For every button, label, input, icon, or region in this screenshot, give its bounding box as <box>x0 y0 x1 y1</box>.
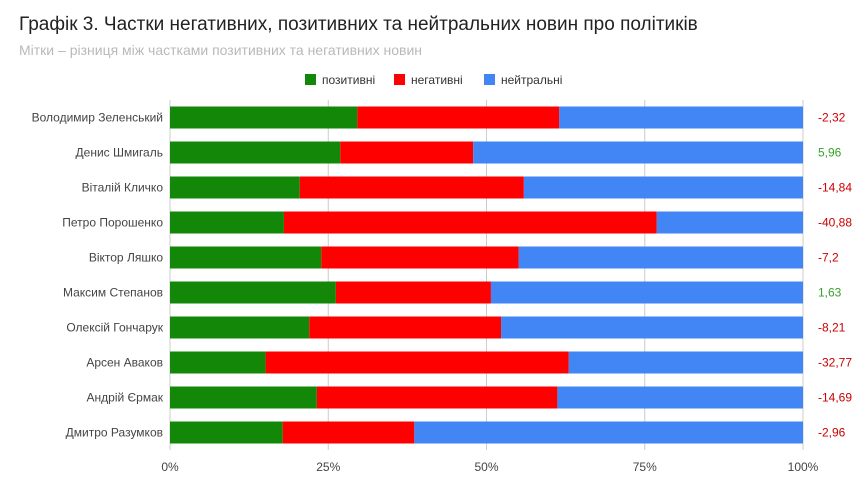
chart-subtitle: Мітки – різниця між частками позитивних … <box>19 42 422 58</box>
bar-segment <box>340 141 474 164</box>
legend-label: позитивні <box>322 73 375 87</box>
bar-segment <box>568 351 803 374</box>
bars <box>170 106 803 444</box>
data-label: -32,77 <box>818 356 852 370</box>
bar-segment <box>170 106 358 129</box>
legend-swatch <box>305 74 316 85</box>
x-tick-label: 100% <box>788 460 819 474</box>
legend-swatch <box>394 74 405 85</box>
data-label: -14,69 <box>818 391 852 405</box>
category-label: Арсен Аваков <box>86 356 163 370</box>
category-label: Дмитро Разумков <box>66 426 163 440</box>
category-label: Андрій Єрмак <box>87 391 164 405</box>
bar-segment <box>170 281 336 304</box>
x-tick-label: 25% <box>316 460 340 474</box>
bar-segment <box>265 351 569 374</box>
bar-segment <box>170 351 266 374</box>
bar-segment <box>335 281 491 304</box>
bar-segment <box>656 211 803 234</box>
x-tick-label: 50% <box>474 460 498 474</box>
bar-segment <box>170 421 283 444</box>
data-label: -14,84 <box>818 181 852 195</box>
bar-segment <box>518 246 803 269</box>
chart-title: Графік 3. Частки негативних, позитивних … <box>19 14 698 35</box>
bar-segment <box>170 141 341 164</box>
legend-swatch <box>484 74 495 85</box>
data-label: -2,96 <box>818 426 846 440</box>
bar-segment <box>170 316 310 339</box>
category-label: Віталій Кличко <box>82 181 164 195</box>
bar-segment <box>473 141 803 164</box>
bar-segment <box>283 211 657 234</box>
category-label: Віктор Ляшко <box>89 251 163 265</box>
category-label: Олексій Гончарук <box>66 321 163 335</box>
bar-segment <box>309 316 502 339</box>
x-tick-label: 75% <box>633 460 657 474</box>
bar-segment <box>170 176 300 199</box>
bar-segment <box>501 316 803 339</box>
bar-segment <box>170 386 317 409</box>
data-label: 5,96 <box>818 146 842 160</box>
data-label: -40,88 <box>818 216 852 230</box>
bar-segment <box>170 246 322 269</box>
data-label: -8,21 <box>818 321 846 335</box>
data-label: -2,32 <box>818 111 846 125</box>
bar-segment <box>357 106 560 129</box>
bar-segment <box>523 176 803 199</box>
data-label: 1,63 <box>818 286 842 300</box>
bar-segment <box>170 211 284 234</box>
bar-segment <box>490 281 803 304</box>
bar-segment <box>321 246 519 269</box>
legend-label: негативні <box>411 73 463 87</box>
data-label: -7,2 <box>818 251 839 265</box>
bar-segment <box>559 106 803 129</box>
bar-segment <box>316 386 558 409</box>
bar-segment <box>414 421 803 444</box>
labels: 0% 25% 50% 75% 100% Володимир Зеленський -2,32… <box>32 111 853 475</box>
bar-segment <box>282 421 415 444</box>
legend: позитивні негативні нейтральні <box>305 73 562 87</box>
category-label: Петро Порошенко <box>62 216 163 230</box>
category-label: Максим Степанов <box>63 286 163 300</box>
category-label: Денис Шмигаль <box>76 146 163 160</box>
x-tick-label: 0% <box>161 460 179 474</box>
category-label: Володимир Зеленський <box>32 111 163 125</box>
bar-segment <box>557 386 803 409</box>
legend-label: нейтральні <box>501 73 562 87</box>
bar-segment <box>299 176 524 199</box>
